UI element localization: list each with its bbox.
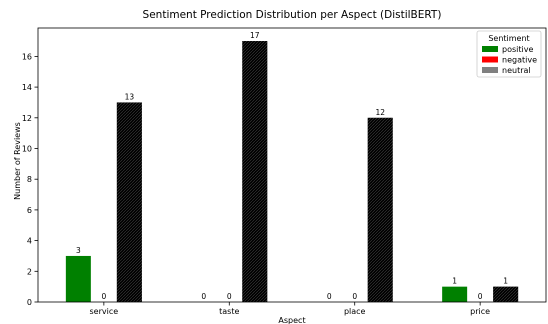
legend-label-neutral: neutral xyxy=(502,66,531,75)
x-tick-label: taste xyxy=(219,307,239,316)
bar-texture xyxy=(367,117,393,303)
data-label: 13 xyxy=(125,92,135,101)
data-label: 0 xyxy=(227,292,232,301)
x-axis-label: Aspect xyxy=(278,316,305,324)
x-tick-label: place xyxy=(344,307,366,316)
legend-title: Sentiment xyxy=(488,34,529,43)
data-label: 1 xyxy=(452,277,457,286)
y-tick-label: 2 xyxy=(27,267,32,276)
data-label: 17 xyxy=(250,31,260,40)
y-axis: 0 2 4 6 8 10 12 14 16 xyxy=(22,52,38,307)
data-label: 0 xyxy=(201,292,206,301)
legend-label-negative: negative xyxy=(502,56,537,65)
legend-swatch-neutral xyxy=(482,67,498,73)
data-label: 0 xyxy=(101,292,106,301)
bar-texture xyxy=(116,102,142,302)
x-axis: service taste place price xyxy=(90,302,490,316)
y-tick-label: 16 xyxy=(22,52,32,61)
bar-texture xyxy=(493,286,519,302)
y-axis-label: Number of Reviews xyxy=(13,122,22,200)
plot-frame xyxy=(37,27,547,303)
y-tick-label: 10 xyxy=(22,144,32,153)
data-label: 0 xyxy=(327,292,332,301)
bars-group xyxy=(65,41,519,303)
legend-box xyxy=(476,30,542,78)
data-label: 0 xyxy=(478,292,483,301)
legend-swatch-negative xyxy=(482,56,498,63)
y-tick-label: 8 xyxy=(27,175,32,184)
bar-texture xyxy=(242,41,268,303)
y-tick-label: 6 xyxy=(27,206,32,215)
data-labels-group: 3 0 13 0 0 17 0 0 12 1 0 1 xyxy=(76,31,508,301)
data-label: 12 xyxy=(375,108,385,117)
y-tick-label: 4 xyxy=(27,237,32,246)
bar-positive-service xyxy=(65,255,91,302)
legend-swatch-positive xyxy=(482,46,498,52)
data-label: 0 xyxy=(352,292,357,301)
bar-positive-price xyxy=(442,286,468,302)
y-tick-label: 14 xyxy=(22,83,32,92)
chart-title: Sentiment Prediction Distribution per As… xyxy=(143,9,442,21)
data-label: 1 xyxy=(503,277,508,286)
y-tick-label: 12 xyxy=(22,114,32,123)
data-label: 3 xyxy=(76,246,81,255)
legend-label-positive: positive xyxy=(502,45,533,54)
x-tick-label: service xyxy=(90,307,119,316)
x-tick-label: price xyxy=(470,307,490,316)
y-tick-label: 0 xyxy=(27,298,32,307)
